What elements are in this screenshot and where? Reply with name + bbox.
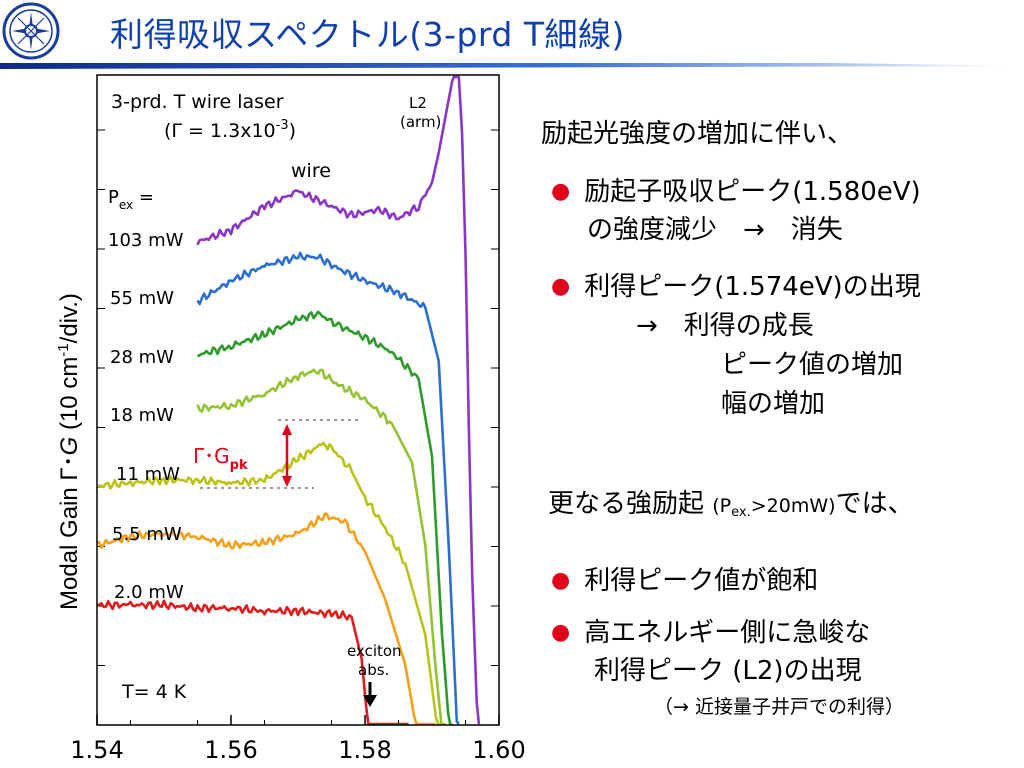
- trace-5-5-mw: [96, 512, 436, 726]
- trace-103-mw: [196, 182, 434, 246]
- x-tick-label: 1.54: [70, 736, 123, 764]
- gpk-arrow-head-bottom: [282, 476, 292, 487]
- gpk-label: Γ･Gpk: [193, 444, 248, 473]
- plot-frame: [96, 74, 500, 726]
- bullet-item-2: ● 利得ピーク(1.574eV)の出現: [551, 272, 921, 302]
- page-title: 利得吸収スペクトル(3-prd T細線): [110, 15, 625, 54]
- y-axis-label: Modal Gain Γ･G (10 cm-1/div.): [55, 293, 83, 610]
- trace-2-0-mw: [96, 599, 409, 726]
- l2-label: L2: [409, 94, 427, 112]
- gpk-arrow-head-top: [282, 424, 292, 435]
- bullet-dot: ●: [551, 274, 571, 299]
- power-label-11: 11 mW: [116, 464, 180, 485]
- arm-label: (arm): [400, 113, 441, 131]
- x-tick-label: 1.56: [204, 736, 257, 764]
- power-label-5-5: 5.5 mW: [112, 524, 182, 545]
- intro-text: 励起光強度の増加に伴い、: [541, 119, 854, 149]
- power-label-103: 103 mW: [108, 230, 184, 251]
- bullet-item-2-line3: ピーク値の増加: [721, 350, 904, 380]
- further-excitation-text: 更なる強励起 (Pex.>20mW)では、: [548, 489, 914, 520]
- title-rule: [0, 63, 1024, 69]
- wire-label: wire: [291, 160, 331, 182]
- bullet-item-2-line2: → 利得の成長: [636, 311, 814, 341]
- trace-28-mw: [196, 310, 453, 726]
- plot-annotations: 3-prd. T wire laser (Γ = 1.3x10-3) wire …: [108, 91, 441, 707]
- abs-label: abs.: [358, 661, 389, 679]
- bullet-item-1-line2: の強度減少 → 消失: [587, 215, 843, 245]
- bullet-item-3: ● 利得ピーク値が飽和: [551, 566, 819, 596]
- gain-traces: [96, 75, 481, 726]
- power-label-28: 28 mW: [110, 347, 174, 368]
- trace-11-mw: [96, 441, 442, 726]
- gamma-label: (Γ = 1.3x10-3): [164, 118, 296, 142]
- power-label-2-0: 2.0 mW: [114, 582, 184, 603]
- temp-label: T= 4 K: [121, 681, 187, 703]
- device-label: 3-prd. T wire laser: [111, 91, 284, 113]
- bullet-dot: ●: [551, 179, 571, 204]
- bullet-item-4: ● 高エネルギー側に急峻な: [551, 618, 871, 648]
- trace-l2-arm-: [430, 75, 481, 725]
- x-tick-label: 1.58: [338, 736, 391, 764]
- exciton-label: exciton: [347, 642, 402, 660]
- note-text: （→ 近接量子井戸での利得）: [654, 696, 904, 718]
- trace-55-mw: [196, 251, 460, 725]
- trace-18-mw: [196, 368, 446, 726]
- bullet-dot: ●: [551, 568, 571, 593]
- gridlines: [97, 129, 499, 726]
- bullet-item-2-line4: 幅の増加: [721, 389, 826, 419]
- power-label-55: 55 mW: [110, 288, 174, 309]
- bullet-item-4-line2: 利得ピーク (L2)の出現: [594, 656, 862, 686]
- x-tick-label: 1.60: [472, 736, 525, 764]
- institution-logo: [2, 2, 60, 60]
- bullet-dot: ●: [551, 620, 571, 645]
- exciton-arrow-head: [363, 695, 377, 707]
- x-axis-ticks: 1.54 1.56 1.58 1.60: [70, 715, 526, 764]
- pex-label: Pex =: [108, 187, 154, 212]
- bullet-item-1: ● 励起子吸収ピーク(1.580eV): [551, 177, 921, 207]
- power-label-18: 18 mW: [110, 405, 174, 426]
